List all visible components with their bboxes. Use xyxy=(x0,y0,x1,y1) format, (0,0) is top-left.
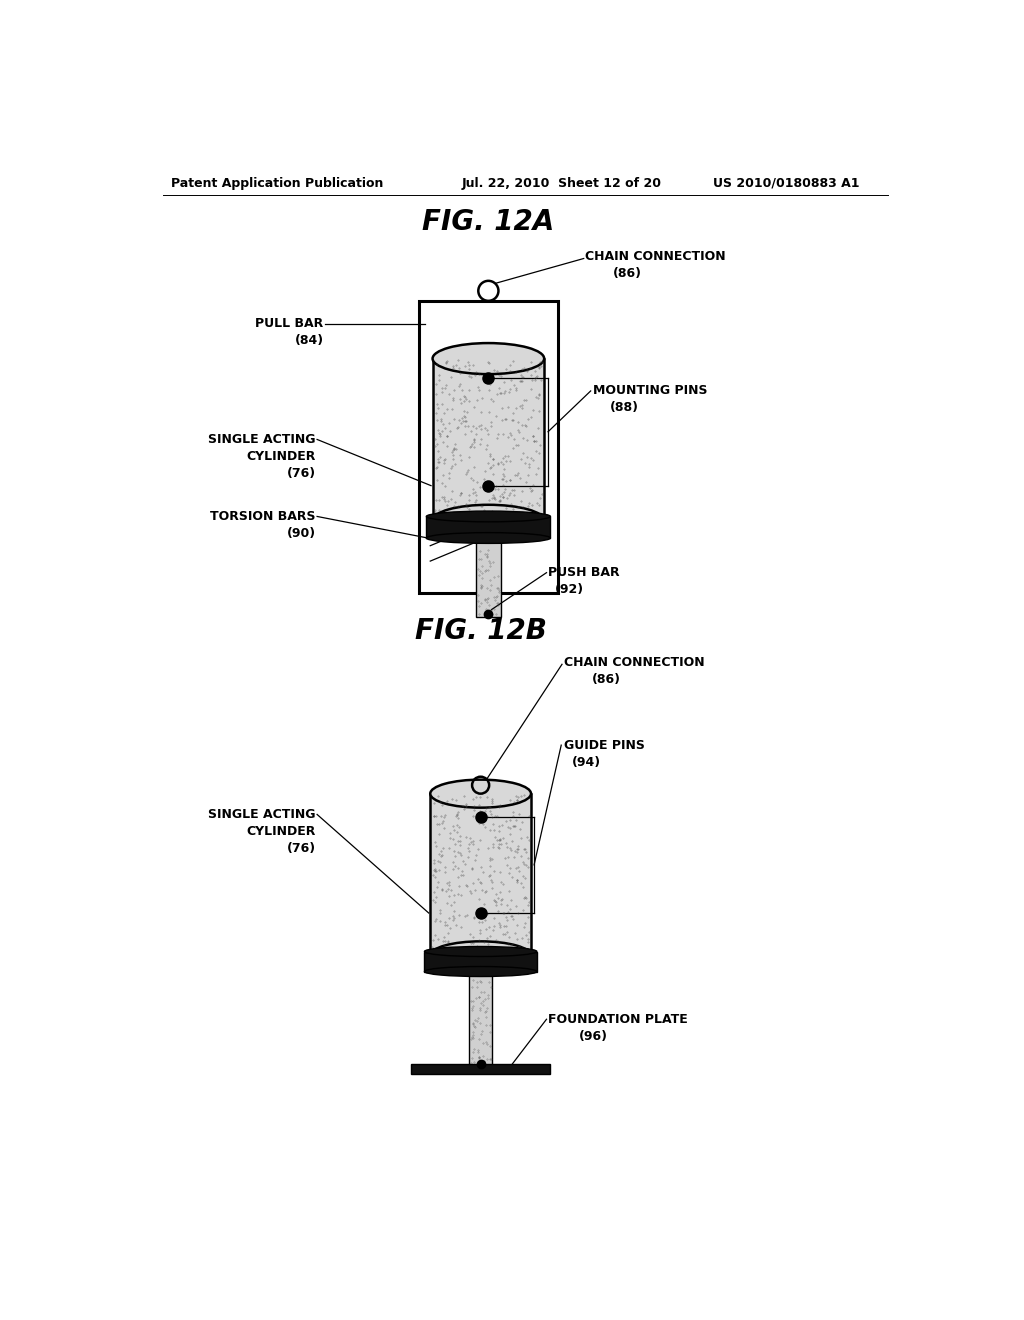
Polygon shape xyxy=(426,516,550,539)
Polygon shape xyxy=(476,532,501,618)
Text: CHAIN CONNECTION: CHAIN CONNECTION xyxy=(586,251,726,264)
Text: PULL BAR: PULL BAR xyxy=(255,317,324,330)
Polygon shape xyxy=(411,1064,550,1074)
Text: (76): (76) xyxy=(287,842,315,855)
Text: US 2010/0180883 A1: US 2010/0180883 A1 xyxy=(713,177,859,190)
Text: CYLINDER: CYLINDER xyxy=(246,450,315,463)
Ellipse shape xyxy=(432,504,544,536)
Text: CHAIN CONNECTION: CHAIN CONNECTION xyxy=(563,656,705,669)
Text: (90): (90) xyxy=(287,527,315,540)
Text: MOUNTING PINS: MOUNTING PINS xyxy=(593,384,708,397)
Ellipse shape xyxy=(424,966,537,977)
Text: GUIDE PINS: GUIDE PINS xyxy=(563,739,644,751)
Text: SINGLE ACTING: SINGLE ACTING xyxy=(208,808,315,821)
Polygon shape xyxy=(469,966,493,1067)
Text: (86): (86) xyxy=(613,268,642,280)
Ellipse shape xyxy=(430,941,531,969)
Polygon shape xyxy=(419,301,558,594)
Polygon shape xyxy=(432,359,544,520)
Text: PUSH BAR: PUSH BAR xyxy=(548,566,620,579)
Ellipse shape xyxy=(430,780,531,808)
Text: FIG. 12B: FIG. 12B xyxy=(415,616,547,644)
Text: Jul. 22, 2010  Sheet 12 of 20: Jul. 22, 2010 Sheet 12 of 20 xyxy=(461,177,662,190)
Text: (76): (76) xyxy=(287,467,315,480)
Text: (86): (86) xyxy=(592,673,621,686)
Text: (94): (94) xyxy=(572,755,601,768)
Text: Patent Application Publication: Patent Application Publication xyxy=(171,177,383,190)
Ellipse shape xyxy=(426,511,550,521)
Text: (92): (92) xyxy=(555,583,585,597)
Polygon shape xyxy=(430,793,531,956)
Text: SINGLE ACTING: SINGLE ACTING xyxy=(208,433,315,446)
Ellipse shape xyxy=(426,532,550,544)
Ellipse shape xyxy=(432,343,544,374)
Text: (84): (84) xyxy=(295,334,324,347)
Text: (88): (88) xyxy=(609,401,639,414)
Ellipse shape xyxy=(424,946,537,957)
Text: TORSION BARS: TORSION BARS xyxy=(210,510,315,523)
Text: FIG. 12A: FIG. 12A xyxy=(422,209,555,236)
Text: CYLINDER: CYLINDER xyxy=(246,825,315,838)
Text: FOUNDATION PLATE: FOUNDATION PLATE xyxy=(548,1012,688,1026)
Text: (96): (96) xyxy=(579,1030,607,1043)
Polygon shape xyxy=(424,952,537,972)
